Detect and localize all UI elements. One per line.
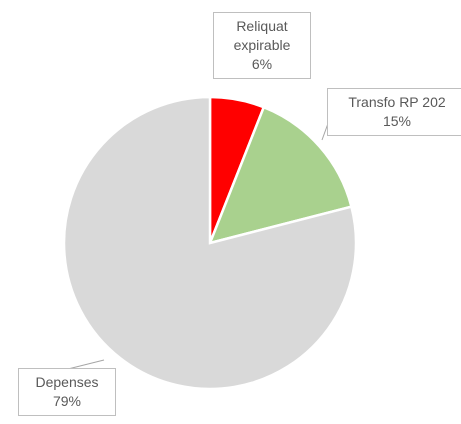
label-value: 15% (382, 113, 412, 129)
label-category: Depenses (35, 374, 99, 390)
label-category: Reliquat expirable (233, 18, 291, 53)
pie-slice (62, 95, 358, 391)
data-label: Depenses 79% (18, 368, 116, 416)
data-label: Reliquat expirable 6% (213, 12, 311, 79)
leader-line (67, 359, 105, 370)
pie-slice (207, 105, 353, 245)
label-value: 79% (52, 393, 82, 409)
label-value: 6% (251, 56, 273, 72)
label-category: Transfo RP 202 (348, 94, 446, 110)
data-label: Transfo RP 202 15% (327, 88, 461, 136)
